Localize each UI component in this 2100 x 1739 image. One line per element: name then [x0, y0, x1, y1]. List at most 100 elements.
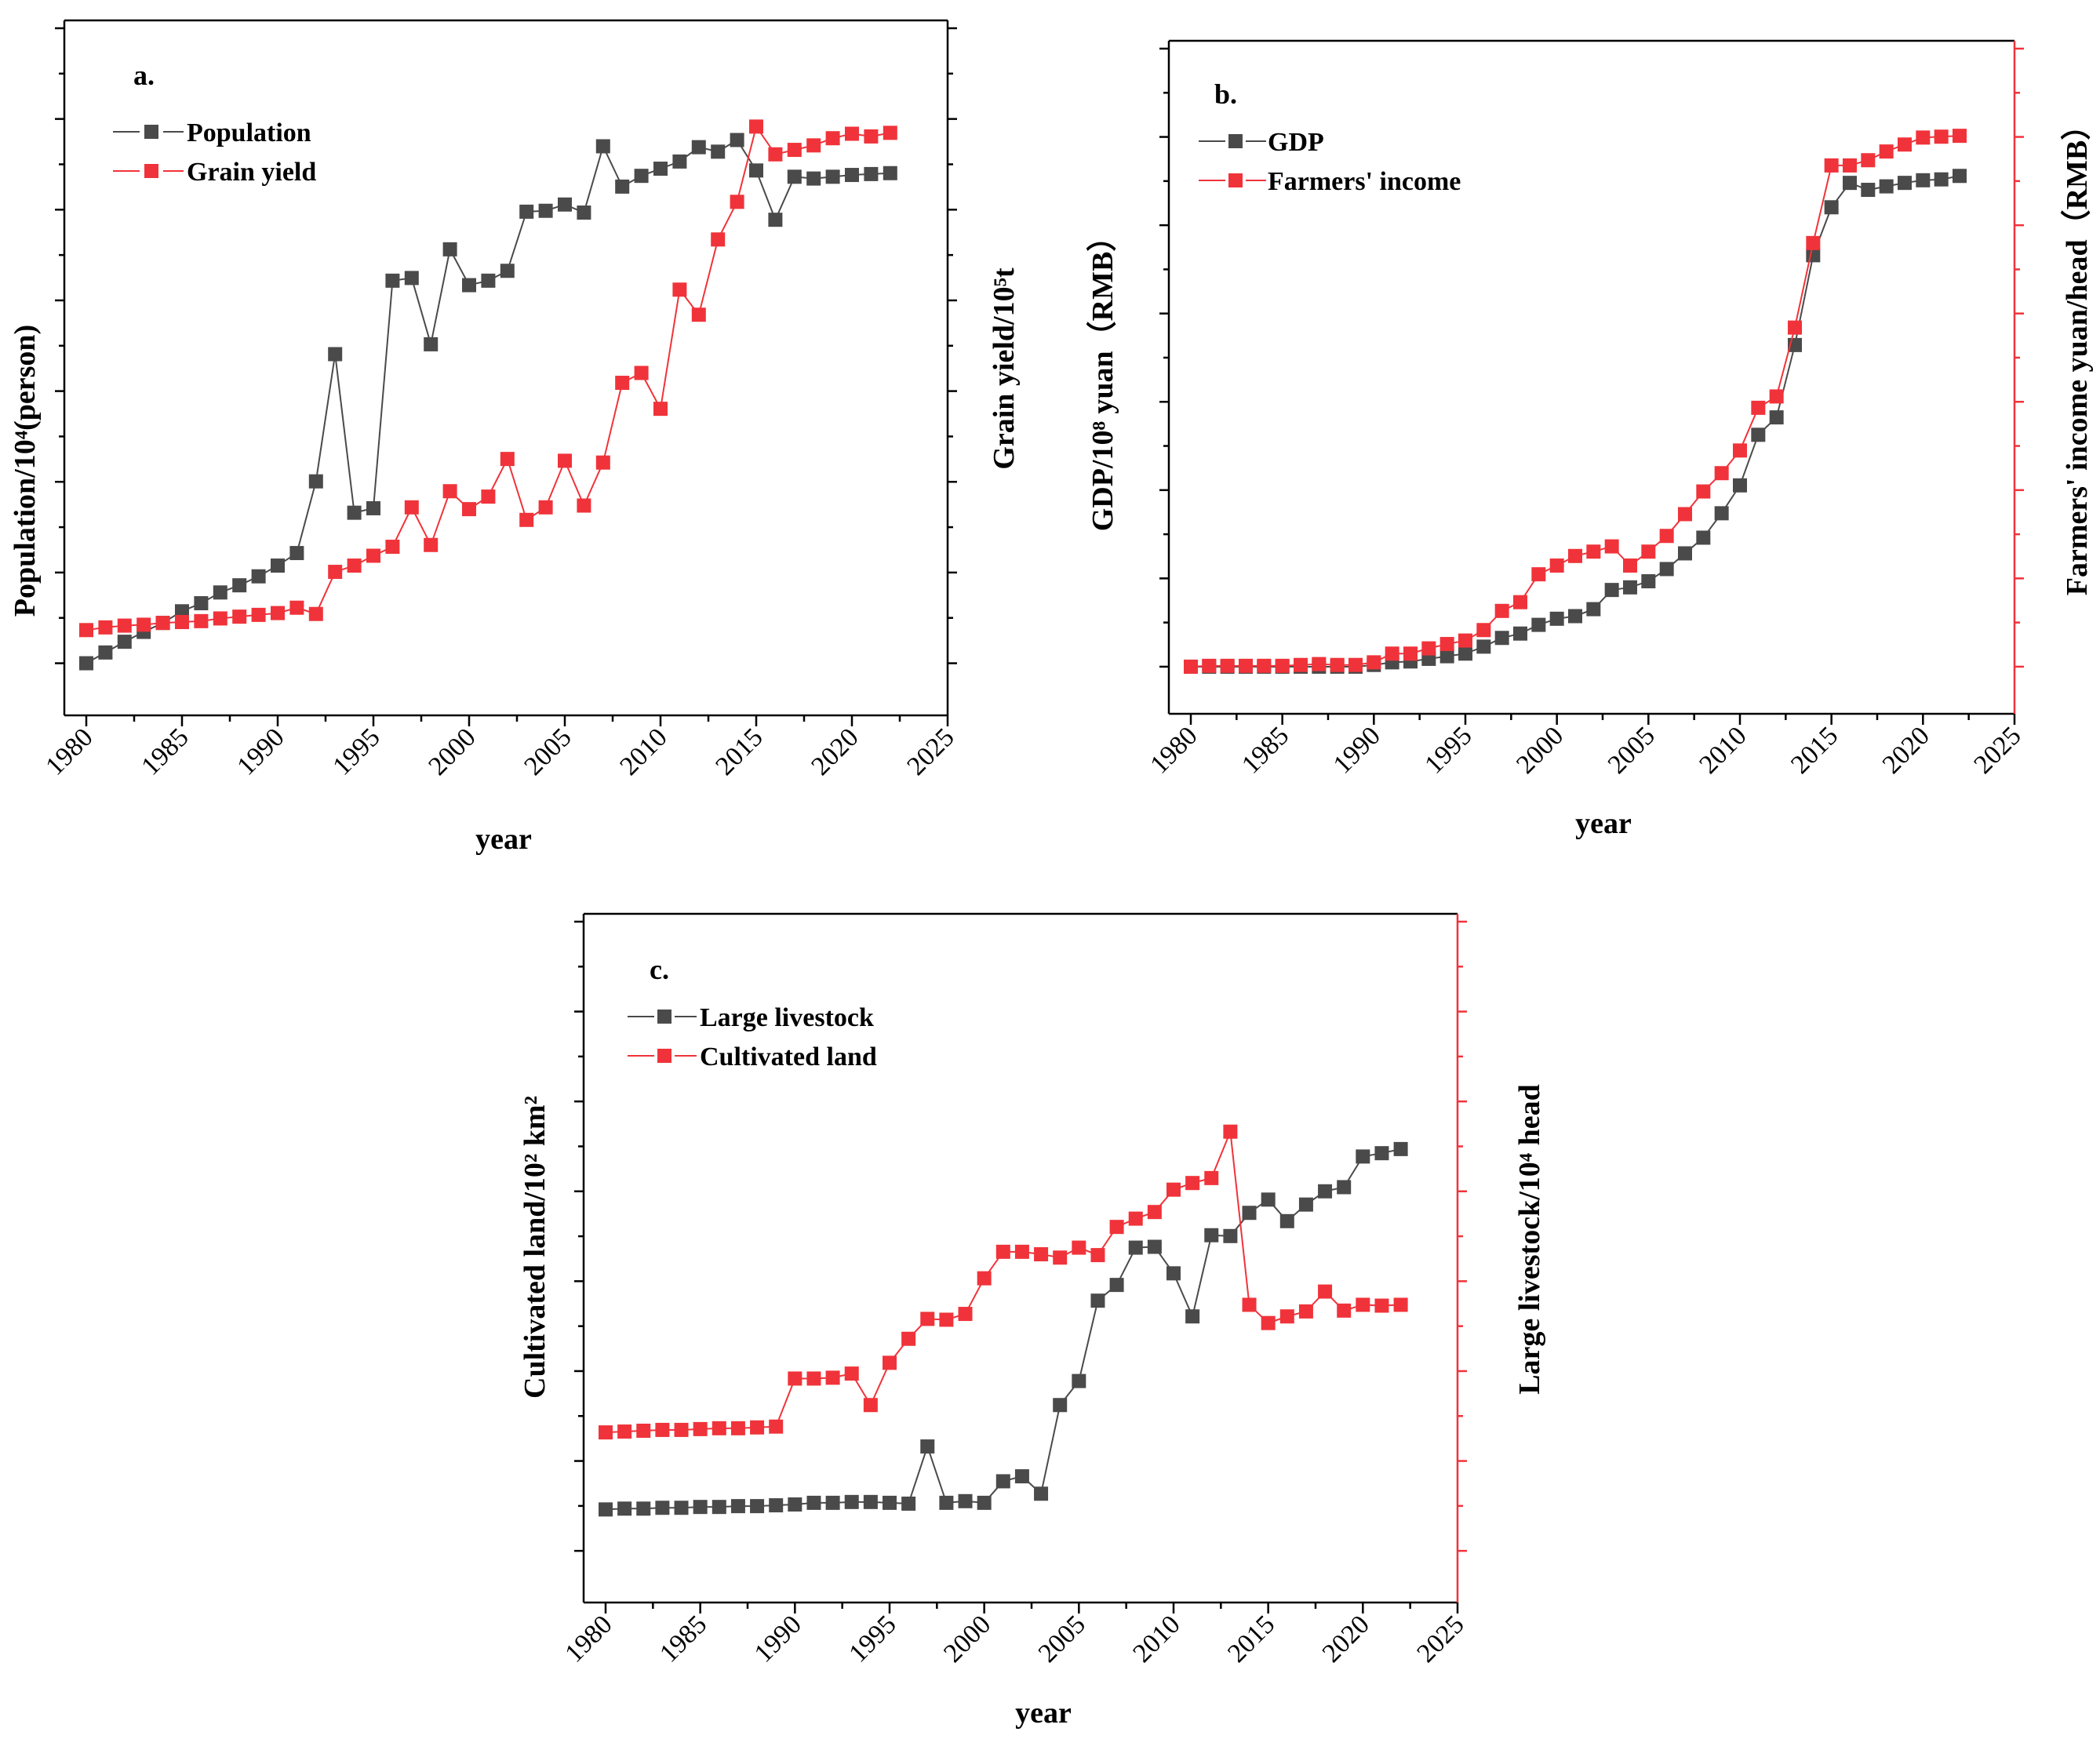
data-point-cultivated-land [1337, 1303, 1352, 1318]
data-point-gdp [1494, 631, 1509, 646]
data-point-population [595, 139, 610, 154]
data-point-gdp [1458, 646, 1472, 661]
data-point-grain-yield [251, 607, 266, 622]
data-point-large-livestock [1374, 1146, 1389, 1161]
data-point-grain-yield [385, 540, 400, 555]
data-point-farmers-income [1751, 400, 1766, 415]
data-point-cultivated-land [1298, 1304, 1313, 1319]
data-point-large-livestock [844, 1494, 859, 1509]
data-point-grain-yield [845, 126, 859, 141]
legend-large-livestock-marker [657, 1010, 671, 1024]
panel-2-x-tick-label: 1980 [559, 1610, 617, 1668]
data-point-gdp [1678, 546, 1692, 561]
panel-c-xlabel: year [1015, 1697, 1072, 1730]
data-point-grain-yield [519, 512, 534, 527]
data-point-grain-yield [289, 600, 304, 615]
data-point-gdp [1861, 183, 1876, 198]
data-point-gdp [1824, 200, 1839, 215]
data-point-population [251, 569, 266, 584]
panel-2-x-tick-label: 1985 [654, 1610, 712, 1668]
data-point-farmers-income [1312, 657, 1327, 671]
data-point-gdp [1659, 562, 1674, 577]
data-point-farmers-income [1769, 389, 1784, 404]
data-point-cultivated-land [977, 1271, 992, 1286]
data-point-cultivated-land [1242, 1297, 1257, 1312]
data-point-population [730, 133, 744, 147]
data-point-cultivated-land [1109, 1220, 1124, 1235]
series-line-grain-yield [86, 124, 890, 631]
series-line-cultivated-land [605, 1131, 1401, 1434]
data-point-large-livestock [1072, 1373, 1086, 1388]
data-point-large-livestock [863, 1494, 878, 1509]
data-point-grain-yield [653, 402, 668, 417]
data-point-population [653, 162, 668, 176]
data-point-grain-yield [79, 623, 93, 638]
data-point-cultivated-land [844, 1366, 859, 1381]
data-point-population [232, 578, 247, 593]
data-point-population [519, 204, 534, 219]
panel-2-x-tick-label: 2020 [1317, 1610, 1375, 1668]
data-point-large-livestock [1261, 1192, 1276, 1207]
data-point-population [672, 154, 687, 169]
data-point-large-livestock [1279, 1213, 1294, 1228]
data-point-farmers-income [1202, 658, 1217, 673]
legend-farmers-income-marker [1228, 173, 1243, 187]
panel-0-x-tick-label: 1980 [40, 722, 98, 780]
data-point-grain-yield [806, 138, 821, 153]
data-point-population [385, 273, 400, 288]
data-point-farmers-income [1733, 443, 1747, 458]
data-point-gdp [1898, 176, 1912, 191]
panel-a-ylabel-right: Grain yield/10⁵t [988, 267, 1021, 470]
data-point-population [787, 169, 802, 184]
data-point-population [366, 500, 380, 515]
data-point-large-livestock [825, 1495, 840, 1510]
data-point-large-livestock [674, 1501, 689, 1515]
data-point-grain-yield [175, 615, 189, 630]
data-point-grain-yield [424, 537, 439, 552]
panel-1-x-tick-label: 2000 [1511, 721, 1569, 779]
data-point-cultivated-land [825, 1370, 840, 1385]
data-point-cultivated-land [901, 1331, 916, 1346]
panel-a-xlabel: year [475, 823, 532, 856]
panel-0-x-tick-label: 1985 [136, 722, 194, 780]
panel-c: c. Large livestock Cultivated land year … [519, 912, 1546, 1730]
data-point-cultivated-land [1318, 1284, 1333, 1299]
data-point-cultivated-land [1147, 1205, 1162, 1220]
data-point-grain-yield [500, 452, 515, 467]
series-line-large-livestock [605, 1148, 1401, 1511]
data-point-cultivated-land [730, 1421, 745, 1435]
data-point-cultivated-land [883, 1355, 897, 1370]
data-point-farmers-income [1494, 603, 1509, 618]
data-point-farmers-income [1531, 567, 1546, 582]
data-point-large-livestock [750, 1499, 765, 1514]
panel-1-x-tick-label: 2010 [1694, 721, 1752, 779]
data-point-population [117, 635, 132, 649]
data-point-large-livestock [1318, 1184, 1333, 1199]
data-point-population [481, 273, 496, 288]
legend-population-label: Population [187, 118, 311, 147]
data-point-cultivated-land [712, 1421, 726, 1435]
panel-b-label: b. [1214, 78, 1237, 110]
data-point-farmers-income [1239, 658, 1253, 673]
data-point-population [615, 179, 630, 194]
panel-0-x-tick-label: 2015 [710, 722, 768, 780]
data-point-farmers-income [1549, 558, 1564, 573]
panel-2-x-tick-label: 2015 [1222, 1610, 1280, 1668]
data-point-cultivated-land [693, 1421, 708, 1436]
data-point-gdp [1513, 626, 1527, 641]
panel-0-x-tick-label: 1990 [231, 722, 289, 780]
data-point-large-livestock [636, 1501, 651, 1516]
data-point-grain-yield [117, 618, 132, 633]
data-point-farmers-income [1696, 484, 1711, 499]
panel-2-x-tick-label: 2010 [1127, 1610, 1185, 1668]
data-point-gdp [1916, 173, 1931, 187]
data-point-farmers-income [1898, 137, 1912, 152]
data-point-farmers-income [1421, 641, 1436, 656]
panel-b-xlabel: year [1575, 807, 1632, 840]
data-point-population [825, 169, 840, 184]
data-point-farmers-income [1568, 548, 1582, 563]
data-point-cultivated-land [1053, 1250, 1068, 1265]
data-point-grain-yield [308, 606, 323, 621]
data-point-farmers-income [1623, 558, 1637, 573]
